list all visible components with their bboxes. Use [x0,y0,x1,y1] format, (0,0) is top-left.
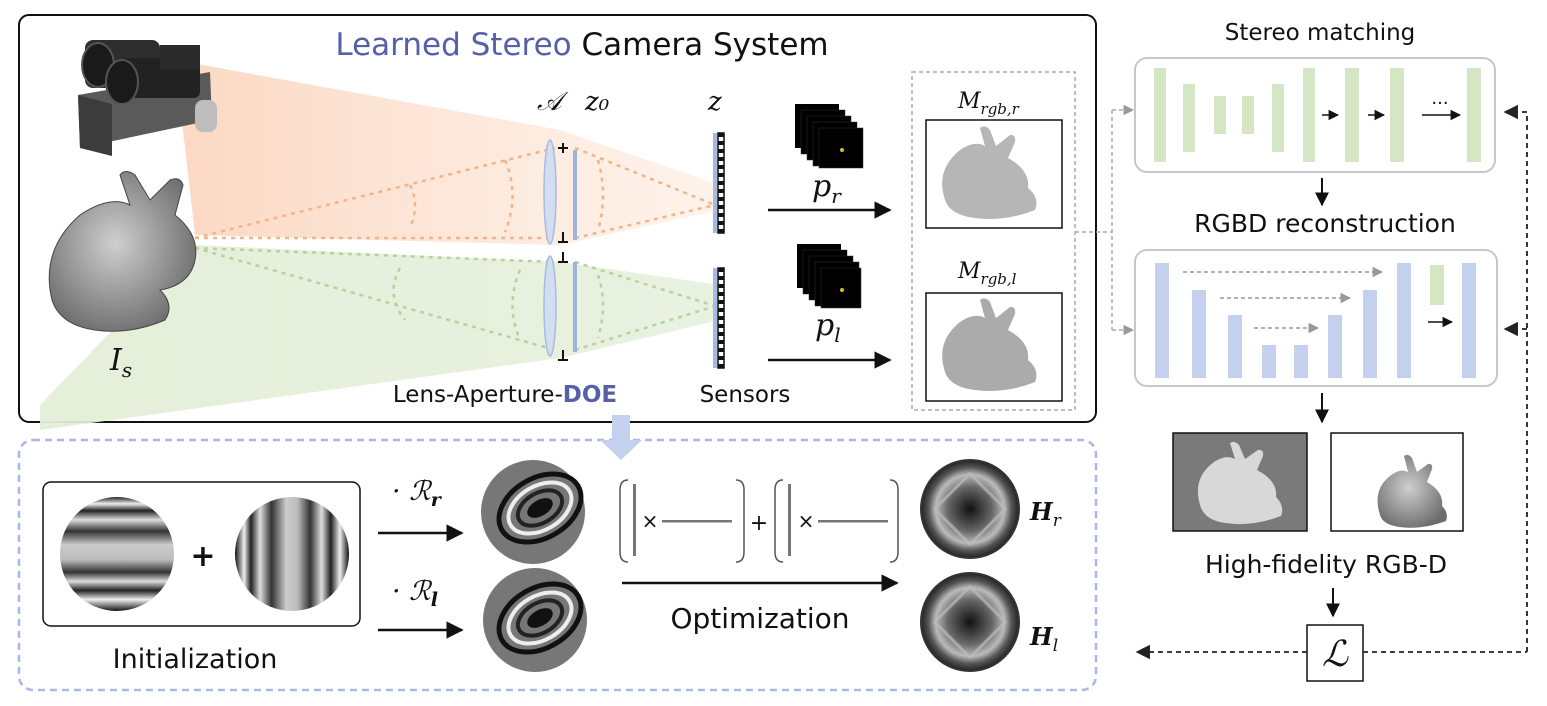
matrix-times-2: × [798,509,815,533]
matrix-expression [619,479,899,563]
height-map-right-label: Hr [1029,497,1062,531]
height-map-right [920,459,1020,559]
source-image-label: Is [109,343,132,382]
lens-right [543,139,577,245]
rotation-left-label: · ℛl [392,576,438,611]
measurement-right-bunny [942,126,1037,219]
psf-stack-left [797,244,862,309]
rotation-right-label: · ℛr [392,476,443,511]
measurement-left-bunny [942,298,1037,391]
loss-symbol: ℒ [1322,634,1349,675]
high-fidelity-label: High-fidelity RGB-D [1205,550,1447,579]
z-symbol: z [707,87,722,117]
rgbd-green-block [1430,265,1444,305]
camera-system-panel [18,14,1097,423]
init-plus: + [190,539,215,574]
measurement-left-label: Mrgb,l [957,259,1017,288]
measurements-box [911,71,1076,411]
sensor-right [713,132,725,234]
lens-left [543,252,577,361]
stereo-matching-label: Stereo matching [1225,20,1416,46]
init-pattern-horizontal [60,497,174,611]
matrix-times-1: × [642,509,659,533]
depth-output-bunny [1197,441,1283,525]
doe-optimization-panel [17,438,1098,692]
orange-light-cone [175,60,720,245]
sensors-label: Sensors [700,382,791,408]
panel-title: Learned Stereo Camera System [335,27,828,63]
stereo-camera-photo [78,40,217,156]
rgbd-reconstruction-label: RGBD reconstruction [1194,209,1456,238]
lens-aperture-doe-label: Lens-Aperture-DOE [393,382,617,408]
source-bunny [48,171,197,332]
rgbd-blocks [1155,263,1476,378]
rotated-pattern-left [483,568,587,672]
aperture-symbol: 𝒜 [537,87,569,117]
measurement-to-network-connector [1075,104,1135,336]
stereo-matching-blocks [1154,68,1481,162]
measurement-right-label: Mrgb,r [957,89,1020,118]
psf-left-label: pl [815,308,841,347]
z0-symbol: z₀ [584,87,610,117]
rotated-pattern-right [481,460,585,564]
initialization-label: Initialization [113,644,278,675]
psf-right-label: pr [812,169,842,208]
sensor-left [713,267,725,369]
panel-connector-arrow [600,415,642,460]
green-rays [194,246,716,352]
matrix-vectors [633,484,888,556]
feedback-loop [1135,104,1528,660]
matrix-plus: + [750,511,768,536]
psf-stack-right [795,104,864,169]
init-pattern-vertical [235,497,349,611]
height-map-left [920,572,1020,672]
optimization-label: Optimization [670,602,849,635]
height-map-left-label: Hl [1029,622,1058,656]
sm-ellipsis: ... [1431,88,1448,109]
orange-rays [194,146,716,240]
rgb-output-bunny [1377,454,1447,528]
loss-box [1306,624,1364,682]
rgbd-skip-connections [1183,266,1384,334]
